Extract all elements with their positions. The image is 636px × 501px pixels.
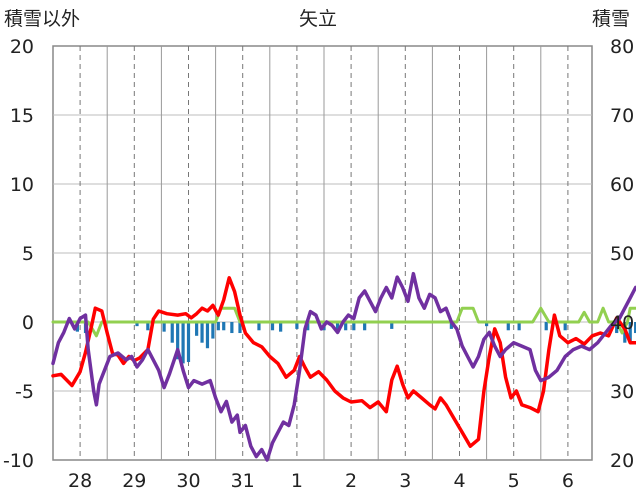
blue-bar bbox=[186, 322, 191, 363]
blue-bar bbox=[181, 322, 185, 364]
y-right-tick-label: 30 bbox=[610, 381, 634, 403]
purple-series-line bbox=[51, 271, 636, 462]
y-left-tick-label: -5 bbox=[15, 381, 34, 403]
blue-bar bbox=[335, 322, 340, 331]
red-series-line bbox=[51, 276, 636, 448]
y-right-tick-label: 50 bbox=[610, 243, 634, 265]
blue-bar bbox=[238, 322, 242, 334]
x-tick-label: 28 bbox=[68, 470, 92, 492]
x-tick-label: 30 bbox=[176, 470, 200, 492]
blue-bar bbox=[200, 322, 204, 343]
right-axis-title: 積雪 bbox=[591, 8, 630, 30]
blue-bar bbox=[257, 322, 261, 331]
blue-bar bbox=[216, 322, 220, 331]
blue-bar bbox=[485, 322, 489, 327]
x-tick-label: 4 bbox=[453, 470, 465, 492]
blue-bar bbox=[449, 322, 453, 329]
left-axis-title: 積雪以外 bbox=[4, 8, 81, 30]
y-left-tick-label: -10 bbox=[3, 450, 34, 472]
y-right-tick-label: 60 bbox=[610, 174, 634, 196]
x-tick-label: 3 bbox=[399, 470, 411, 492]
y-left-tick-label: 5 bbox=[22, 243, 34, 265]
blue-bar bbox=[615, 322, 619, 334]
y-left-tick-label: 15 bbox=[10, 105, 34, 127]
blue-bar bbox=[135, 322, 139, 327]
line-layer bbox=[51, 271, 636, 462]
x-tick-label: 5 bbox=[508, 470, 520, 492]
x-tick-label: 31 bbox=[231, 470, 255, 492]
blue-bar bbox=[563, 322, 567, 331]
blue-bar bbox=[628, 322, 632, 343]
blue-bar bbox=[230, 322, 234, 334]
x-tick-label: 6 bbox=[562, 470, 574, 492]
blue-bar bbox=[270, 322, 275, 331]
blue-bar bbox=[211, 322, 215, 339]
blue-bar bbox=[544, 322, 548, 331]
blue-bar bbox=[279, 322, 283, 332]
blue-bar bbox=[195, 322, 199, 336]
blue-bar bbox=[506, 322, 510, 331]
x-tick-label: 2 bbox=[345, 470, 357, 492]
y-right-tick-label: 40 bbox=[610, 312, 634, 334]
blue-bar bbox=[344, 322, 348, 331]
y-left-tick-label: 0 bbox=[22, 312, 34, 334]
blue-bar bbox=[390, 322, 394, 329]
blue-bar bbox=[306, 322, 310, 331]
green-series-line bbox=[51, 306, 636, 338]
blue-bar bbox=[176, 322, 180, 360]
blue-bar bbox=[222, 322, 226, 331]
blue-bar bbox=[517, 322, 521, 331]
x-tick-label: 1 bbox=[291, 470, 303, 492]
blue-bar bbox=[363, 322, 367, 331]
y-left-tick-label: 20 bbox=[10, 36, 34, 58]
blue-bar bbox=[162, 322, 166, 332]
blue-bar bbox=[634, 322, 636, 334]
blue-bar bbox=[146, 322, 150, 331]
chart-title: 矢立 bbox=[298, 8, 337, 30]
blue-bar bbox=[205, 322, 210, 349]
blue-bar bbox=[295, 322, 299, 329]
y-left-tick-label: 10 bbox=[10, 174, 34, 196]
blue-bar bbox=[352, 322, 356, 331]
y-right-tick-label: 80 bbox=[610, 36, 634, 58]
y-right-tick-label: 20 bbox=[610, 450, 634, 472]
y-right-tick-label: 70 bbox=[610, 105, 634, 127]
blue-bar bbox=[170, 322, 174, 343]
x-tick-label: 29 bbox=[122, 470, 146, 492]
